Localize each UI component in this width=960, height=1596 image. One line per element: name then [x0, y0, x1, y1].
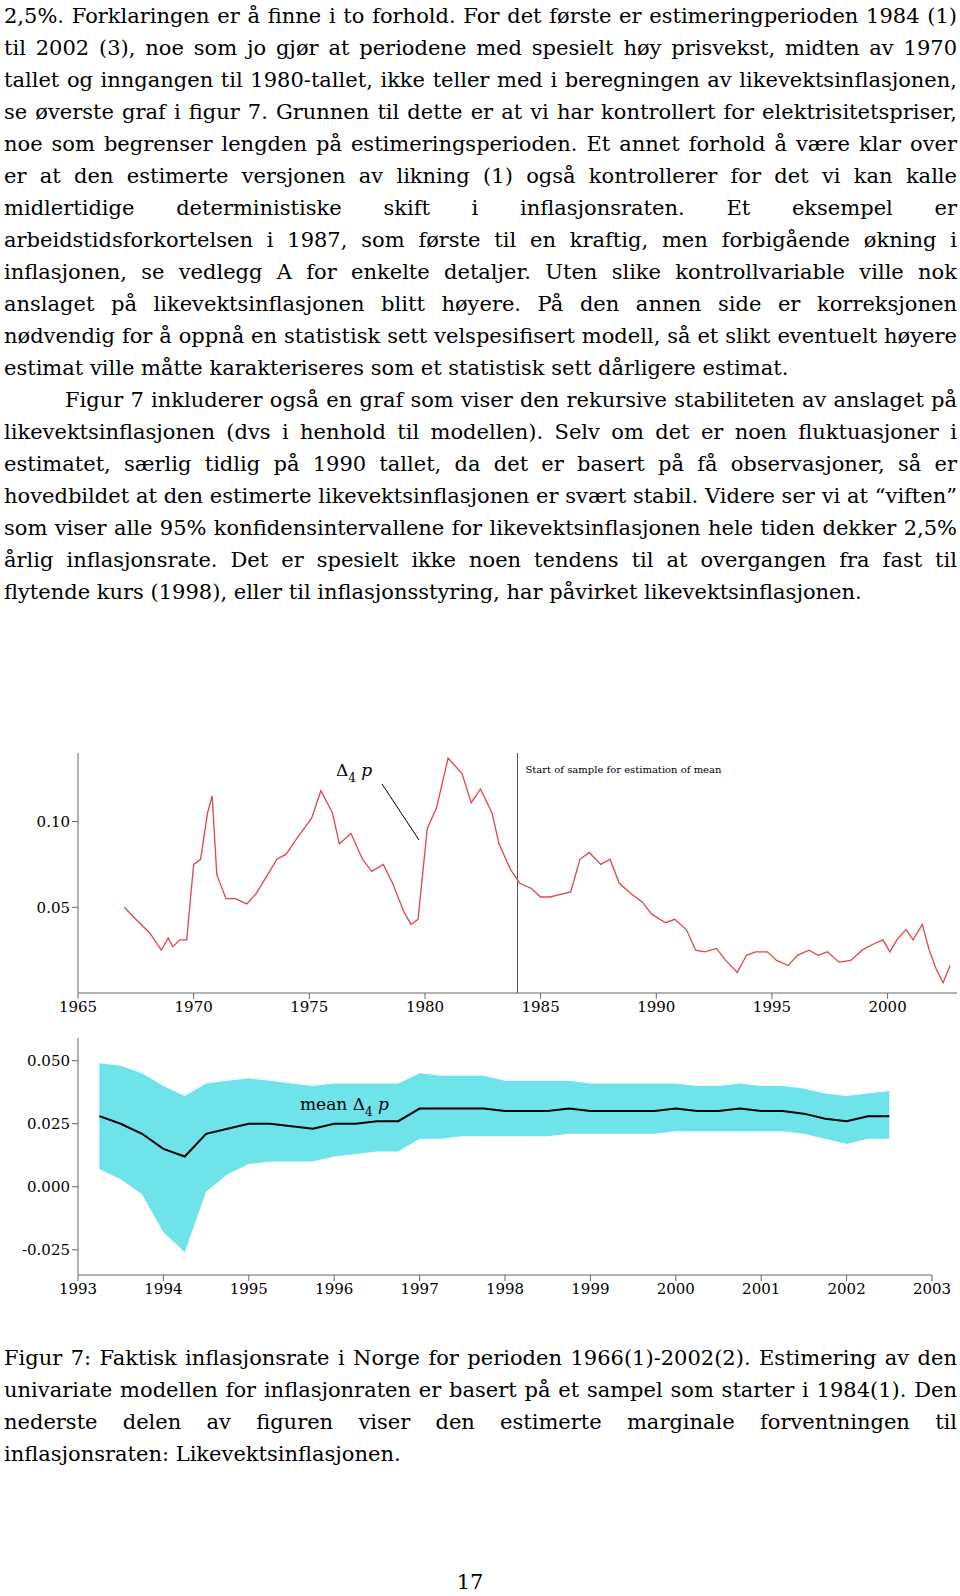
svg-text:mean Δ4 p: mean Δ4 p [300, 1094, 389, 1119]
html-text:Figur 7: Faktisk inflasjonsrat: Figur 7: Faktisk inflasjonsrate i Norge … [4, 1346, 957, 1466]
svg-text:2001: 2001 [742, 1280, 780, 1298]
svg-text:1985: 1985 [522, 998, 560, 1016]
svg-text:1980: 1980 [406, 998, 444, 1016]
svg-text:0.050: 0.050 [27, 1052, 70, 1070]
svg-text:1990: 1990 [637, 998, 675, 1016]
svg-text:1970: 1970 [175, 998, 213, 1016]
svg-text:1994: 1994 [144, 1280, 182, 1298]
svg-text:1975: 1975 [290, 998, 328, 1016]
svg-text:2002: 2002 [828, 1280, 866, 1298]
svg-text:-0.025: -0.025 [22, 1241, 70, 1259]
svg-text:0.05: 0.05 [37, 899, 70, 917]
svg-text:1997: 1997 [401, 1280, 439, 1298]
svg-text:Start of sample for estimation: Start of sample for estimation of mean [526, 764, 722, 775]
svg-text:2003: 2003 [913, 1280, 951, 1298]
svg-text:1993: 1993 [59, 1280, 97, 1298]
svg-text:1965: 1965 [59, 998, 97, 1016]
html-text:17: 17 [456, 1570, 484, 1594]
svg-text:Δ4 p: Δ4 p [336, 760, 372, 785]
svg-text:1999: 1999 [571, 1280, 609, 1298]
svg-text:2000: 2000 [657, 1280, 695, 1298]
svg-text:1996: 1996 [315, 1280, 353, 1298]
svg-text:1995: 1995 [753, 998, 791, 1016]
svg-text:1998: 1998 [486, 1280, 524, 1298]
svg-text:2000: 2000 [869, 998, 907, 1016]
svg-text:0.000: 0.000 [27, 1178, 70, 1196]
svg-text:1995: 1995 [230, 1280, 268, 1298]
html-text:2,5%. Forklaringen er å finne: 2,5%. Forklaringen er å finne i to forho… [4, 4, 957, 380]
svg-text:0.10: 0.10 [37, 813, 70, 831]
html-text:Figur 7 inkluderer også en gra: Figur 7 inkluderer også en graf som vise… [4, 388, 957, 604]
svg-text:0.025: 0.025 [27, 1115, 70, 1133]
